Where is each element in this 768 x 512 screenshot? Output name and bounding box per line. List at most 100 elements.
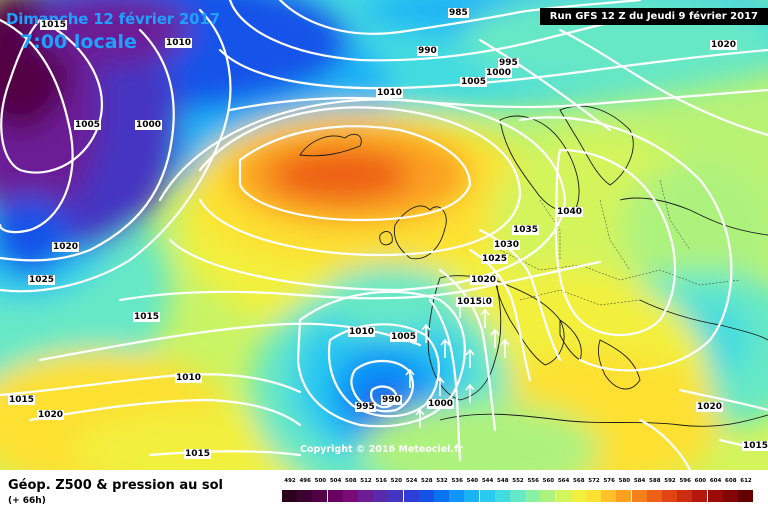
isobar-label: 1035	[512, 225, 540, 235]
wind-arrow-icon	[500, 338, 510, 358]
scale-label: 556	[527, 478, 539, 484]
scale-swatch	[373, 490, 389, 502]
scale-label: 608	[725, 478, 737, 484]
isobar-line	[28, 398, 302, 427]
isobar-label: 1015	[184, 449, 212, 459]
wind-arrow-icon	[435, 376, 445, 396]
isobar-label: 1010	[376, 88, 404, 98]
scale-swatch	[540, 490, 556, 502]
isobar-label: 1010	[348, 327, 376, 337]
scale-swatch	[312, 490, 328, 502]
color-scale	[282, 490, 753, 502]
scale-swatch	[418, 490, 434, 502]
scale-swatch	[707, 490, 723, 502]
model-run-info: Run GFS 12 Z du Jeudi 9 février 2017	[539, 8, 768, 25]
isobar-line	[228, 0, 662, 62]
scale-label: 500	[314, 478, 327, 484]
isobar-line	[638, 418, 692, 470]
isobar-label: 1020	[37, 410, 65, 420]
isobar-line	[218, 48, 768, 90]
scale-swatch	[525, 490, 541, 502]
scale-label: 612	[740, 478, 752, 484]
scale-swatch	[692, 490, 708, 502]
scale-swatch	[494, 490, 510, 502]
scale-swatch	[297, 490, 313, 502]
isobar-line	[228, 88, 768, 112]
wind-arrow-icon	[465, 348, 475, 368]
wind-arrow-icon	[421, 323, 431, 343]
isobar-label: 1025	[481, 254, 509, 264]
scale-label: 536	[451, 478, 463, 484]
isobar-line	[518, 116, 733, 372]
scale-swatch	[449, 490, 465, 502]
isobar-lines	[0, 0, 768, 470]
scale-label: 504	[329, 478, 342, 484]
scale-label: 508	[345, 478, 357, 484]
forecast-time: 7:00 locale	[20, 31, 137, 53]
map-canvas	[0, 0, 768, 470]
isobar-label: 990	[417, 46, 438, 56]
weather-map: Dimanche 12 février 2017 7:00 locale Run…	[0, 0, 768, 470]
scale-label: 560	[542, 478, 555, 484]
isobar-label: 1030	[493, 240, 521, 250]
scale-swatch	[282, 490, 297, 502]
scale-swatch	[586, 490, 601, 502]
isobar-line	[238, 125, 472, 222]
isobar-line	[0, 18, 74, 234]
isobar-label: 990	[381, 395, 402, 405]
scale-swatch	[510, 490, 525, 502]
isobar-label: 1005	[460, 77, 488, 87]
scale-label: 592	[664, 478, 676, 484]
wind-arrow-icon	[490, 328, 500, 348]
isobar-label: 1020	[696, 402, 724, 412]
scale-label: 532	[436, 478, 448, 484]
scale-label: 604	[709, 478, 722, 484]
wind-arrows	[405, 298, 510, 428]
isobar-label: 995	[355, 402, 376, 412]
scale-label: 512	[360, 478, 372, 484]
scale-label: 520	[390, 478, 403, 484]
isobar-label: 1015	[8, 395, 36, 405]
isobar-line	[0, 18, 103, 174]
scale-swatch	[616, 490, 632, 502]
scale-swatch	[631, 490, 647, 502]
isobar-line	[558, 28, 768, 137]
scale-label: 516	[375, 478, 387, 484]
scale-label: 580	[618, 478, 631, 484]
isobar-label: 1015	[456, 297, 484, 307]
scale-label: 540	[466, 478, 479, 484]
isobar-label: 1025	[28, 275, 56, 285]
wind-arrow-icon	[440, 338, 450, 358]
scale-swatch	[358, 490, 373, 502]
copyright-notice: Copyright © 2016 Meteociel.fr	[300, 444, 463, 455]
isobar-label: 1005	[74, 120, 102, 130]
isobar-label: 995	[498, 58, 519, 68]
isobar-label: 1000	[135, 120, 163, 130]
scale-label: 568	[573, 478, 585, 484]
isobar-label: 1005	[390, 332, 418, 342]
scale-swatch	[677, 490, 693, 502]
scale-label: 492	[284, 478, 296, 484]
isobar-line	[278, 0, 642, 35]
isobar-label: 1015	[742, 441, 768, 451]
isobar-line	[0, 28, 175, 262]
scale-swatch	[327, 490, 343, 502]
borders	[499, 179, 741, 306]
scale-swatch	[342, 490, 358, 502]
wind-arrow-icon	[405, 368, 415, 388]
scale-label: 596	[679, 478, 691, 484]
isobar-line	[478, 38, 612, 132]
scale-label: 576	[603, 478, 615, 484]
scale-swatch	[479, 490, 495, 502]
scale-label: 572	[588, 478, 600, 484]
scale-swatch	[646, 490, 662, 502]
isobar-line	[428, 298, 462, 462]
scale-swatch	[464, 490, 480, 502]
isobar-line	[296, 290, 466, 428]
forecast-date: Dimanche 12 février 2017	[6, 10, 220, 28]
isobar-line	[678, 388, 768, 412]
scale-swatch	[601, 490, 617, 502]
isobar-label: 1015	[40, 20, 68, 30]
isobar-line	[148, 450, 302, 457]
wind-arrow-icon	[480, 308, 490, 328]
